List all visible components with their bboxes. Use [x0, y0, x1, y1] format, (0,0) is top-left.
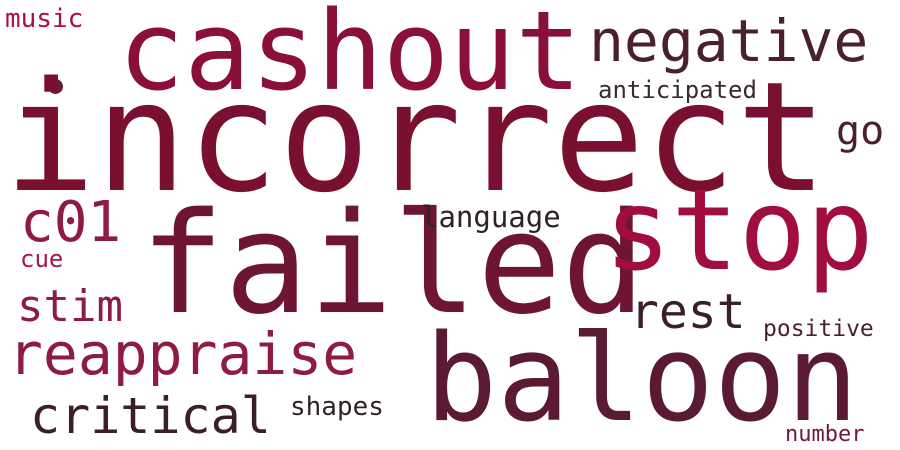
word-shapes: shapes — [290, 392, 384, 422]
word-cashout: cashout — [118, 0, 582, 115]
word-critical: critical — [30, 387, 271, 445]
word-number: number — [785, 422, 865, 447]
word-incorrect: incorrect — [4, 49, 828, 226]
word-cue: cue — [20, 245, 64, 273]
word-negative: negative — [589, 7, 869, 75]
word-rest: rest — [630, 284, 746, 340]
dot-mark — [48, 79, 63, 94]
word-stim: stim — [17, 281, 123, 332]
word-stop: stop — [604, 166, 874, 296]
word-c01: c01 — [20, 190, 122, 255]
word-baloon: baloon — [425, 310, 859, 449]
word-go: go — [836, 108, 885, 154]
word-anticipated: anticipated — [598, 76, 757, 104]
word-music: music — [5, 4, 84, 34]
word-reappraise: reappraise — [8, 320, 358, 388]
word-positive: positive — [763, 316, 874, 342]
word-failed: failed — [140, 183, 646, 346]
word-language: language — [421, 200, 561, 234]
